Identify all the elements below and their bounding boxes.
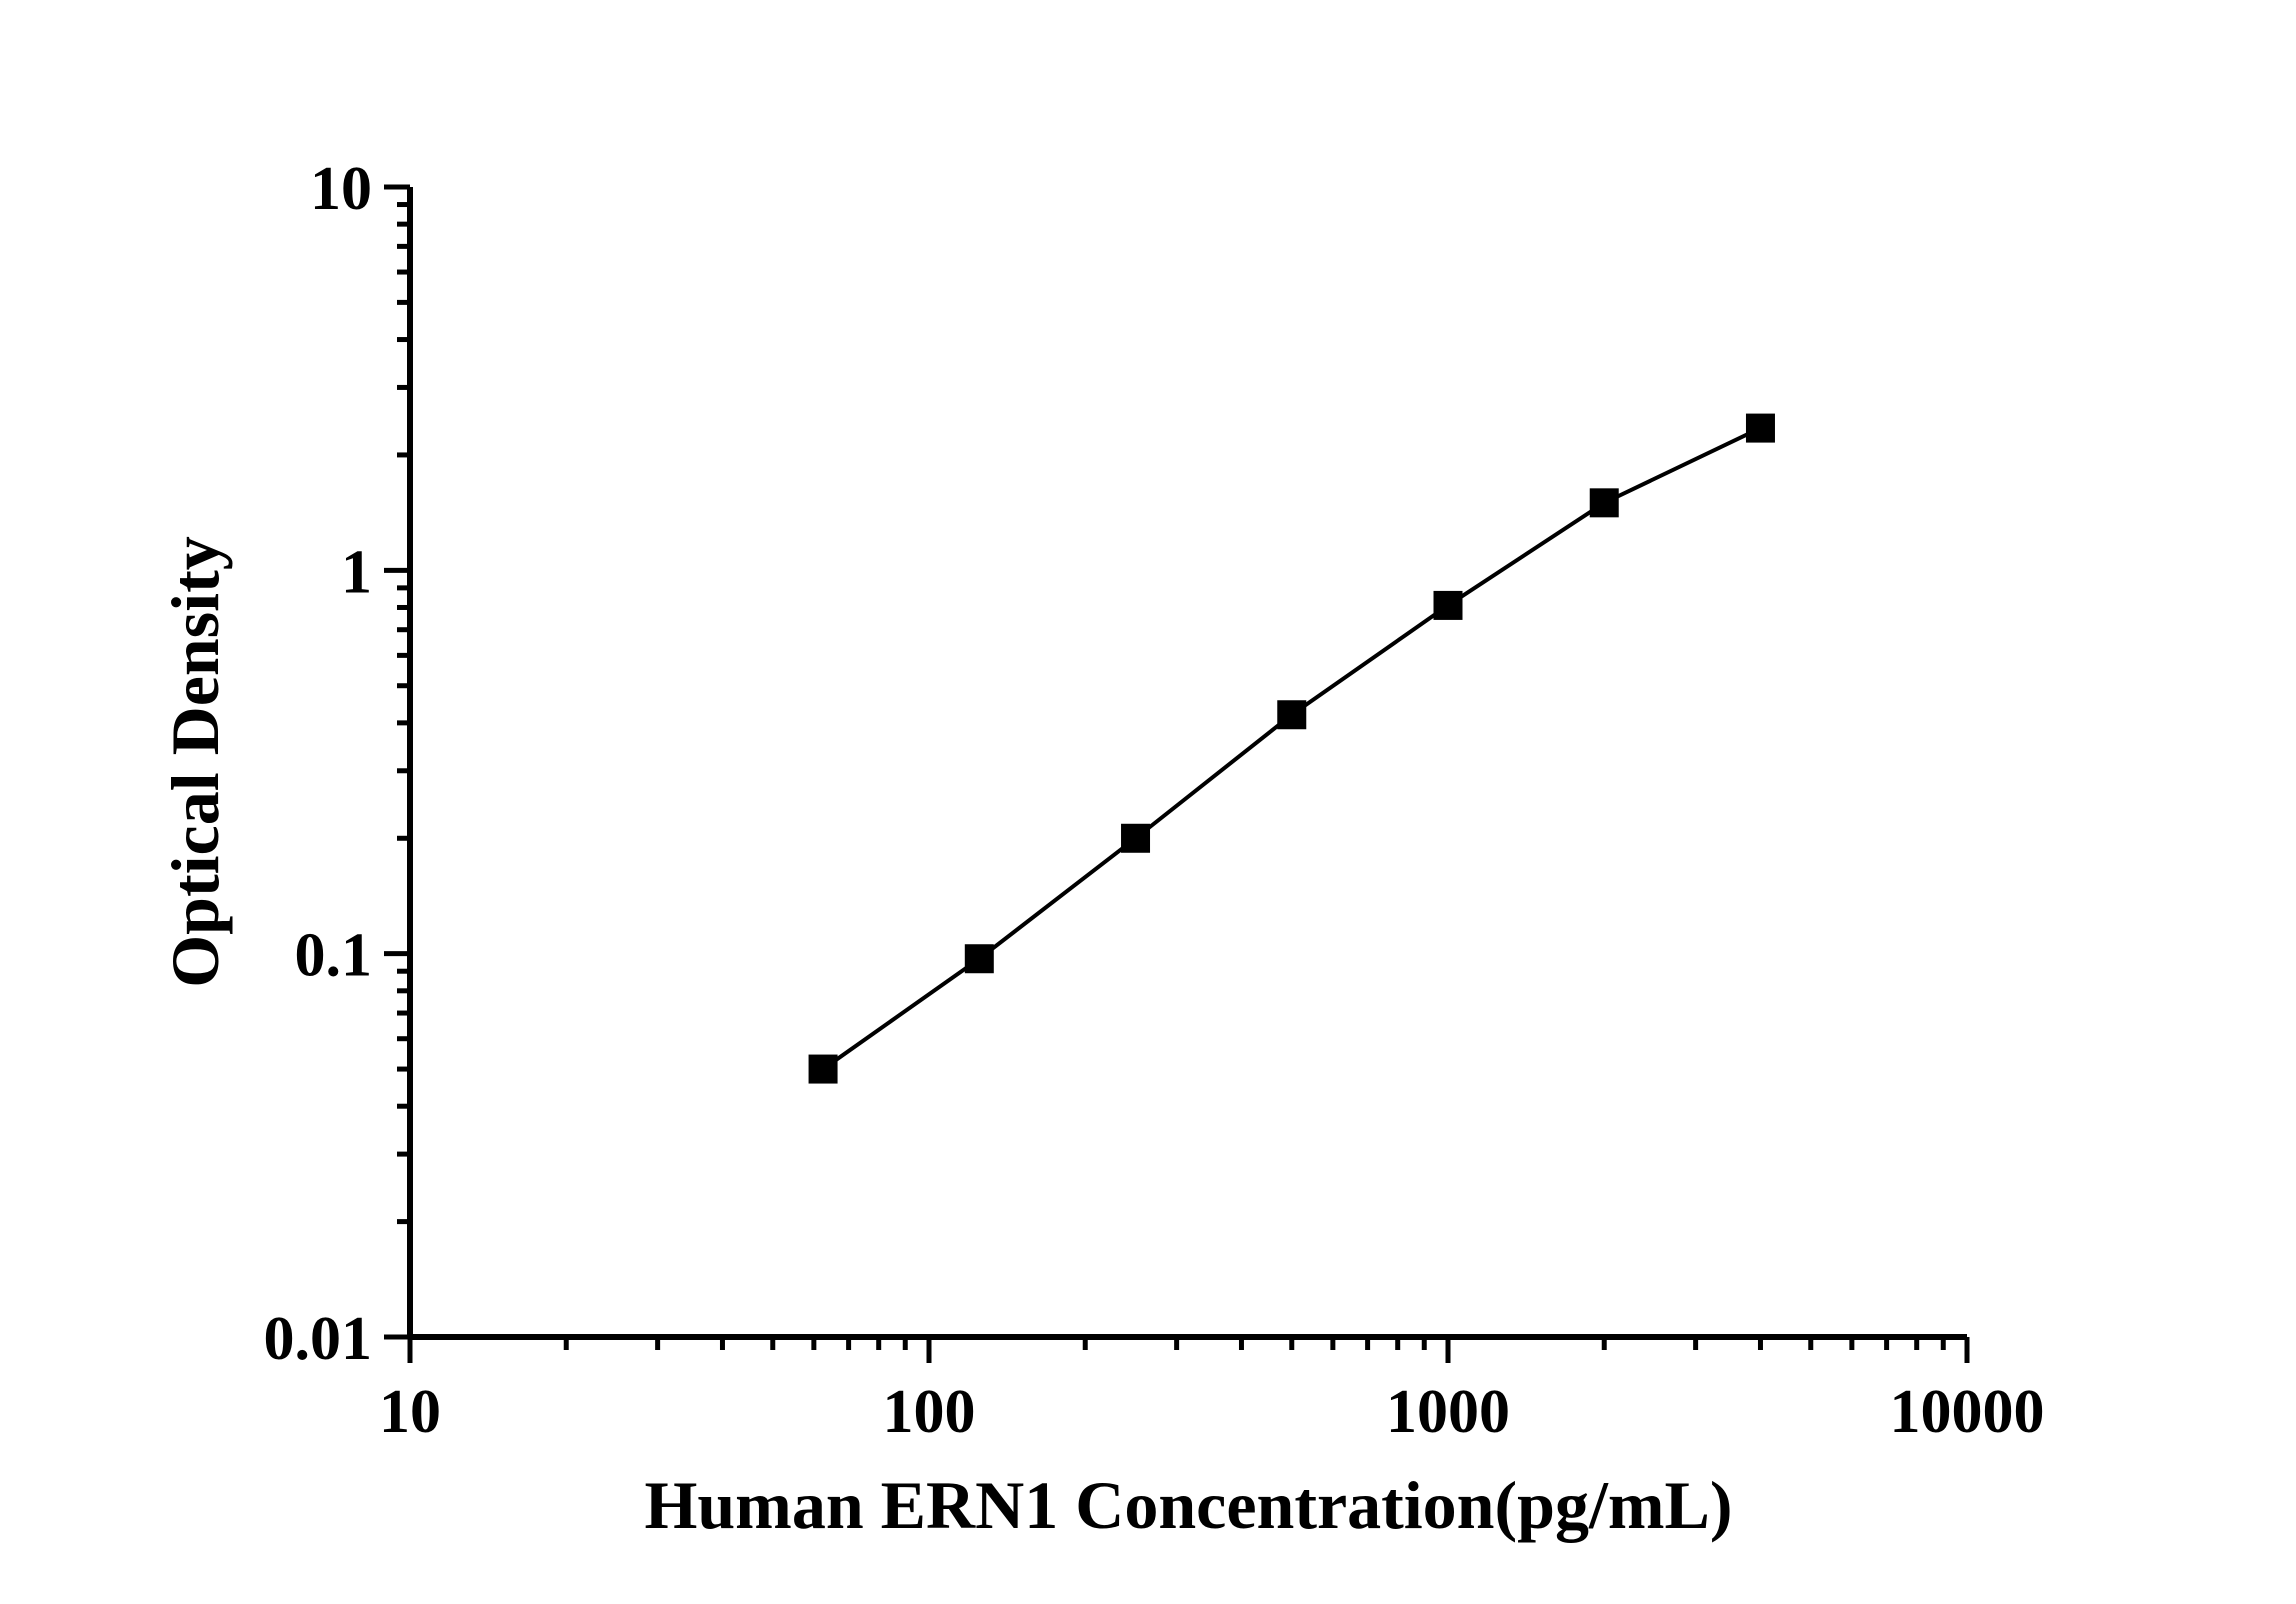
x-tick-label: 10 bbox=[379, 1378, 441, 1446]
ticks-layer bbox=[384, 184, 1970, 1363]
y-tick-label: 0.1 bbox=[295, 922, 373, 990]
data-point-marker bbox=[808, 1054, 838, 1084]
series-layer bbox=[808, 413, 1775, 1084]
data-point-marker bbox=[1277, 700, 1307, 730]
data-point-marker bbox=[1433, 590, 1463, 620]
data-point-marker bbox=[1589, 488, 1619, 518]
x-tick-label: 10000 bbox=[1890, 1378, 2045, 1446]
x-axis-title: Human ERN1 Concentration(pg/mL) bbox=[644, 1467, 1732, 1543]
y-tick-label: 0.01 bbox=[264, 1305, 373, 1373]
x-tick-label: 100 bbox=[883, 1378, 976, 1446]
y-tick-label: 1 bbox=[341, 538, 372, 606]
tick-labels-layer: 10 100 1000 10000 0.01 0.1 1 10 bbox=[264, 155, 2045, 1446]
y-axis-title: Optical Density bbox=[157, 536, 233, 987]
x-tick-label: 1000 bbox=[1386, 1378, 1510, 1446]
axes-layer bbox=[407, 187, 1967, 1340]
data-point-marker bbox=[1745, 413, 1775, 443]
y-tick-label: 10 bbox=[310, 155, 372, 223]
data-point-marker bbox=[1121, 823, 1151, 853]
data-point-marker bbox=[964, 944, 994, 974]
standard-curve-line bbox=[821, 426, 1762, 1071]
